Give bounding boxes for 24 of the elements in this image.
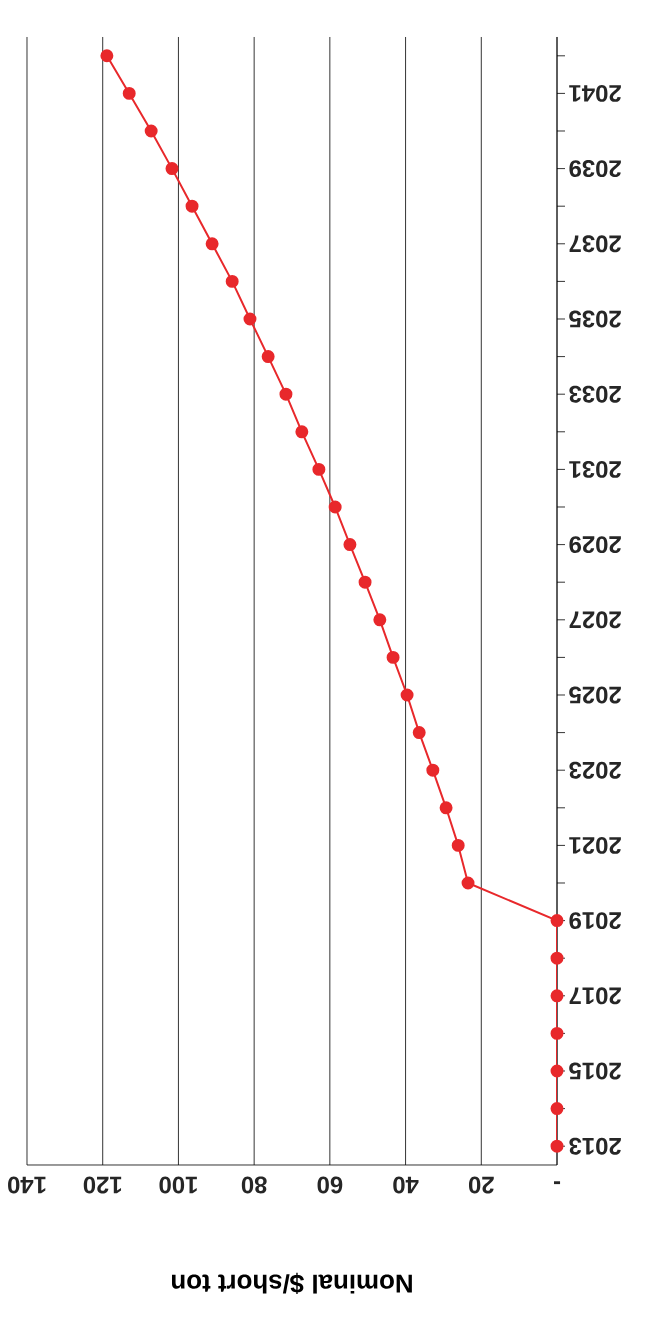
y-tick-label: 2019 (569, 912, 621, 930)
x-tick-label: 20 (468, 1176, 494, 1194)
x-tick-label: 80 (241, 1176, 267, 1194)
y-tick-label: 2041 (569, 84, 621, 102)
y-tick-label: 2023 (569, 761, 621, 779)
x-tick-label: 120 (83, 1176, 122, 1194)
y-tick-label: 2013 (569, 1137, 621, 1155)
x-tick-label: 100 (159, 1176, 197, 1194)
y-tick-label: 2031 (569, 460, 621, 478)
x-axis-title: Nominal $/short ton (172, 1272, 412, 1295)
y-tick-label: 2037 (569, 235, 621, 253)
y-tick-label: 2017 (569, 987, 621, 1005)
x-tick-label: 140 (8, 1176, 46, 1194)
x-tick-label: 40 (393, 1176, 419, 1194)
y-tick-label: 2021 (569, 836, 621, 854)
y-tick-label: 2025 (569, 686, 621, 704)
y-tick-label: 2027 (569, 611, 621, 629)
y-tick-label: 2015 (569, 1062, 621, 1080)
y-tick-label: 2039 (569, 160, 621, 178)
y-tick-label: 2033 (569, 385, 621, 403)
x-tick-label: 60 (317, 1176, 343, 1194)
x-tick-label: - (553, 1181, 561, 1185)
y-tick-label: 2035 (569, 310, 621, 328)
y-tick-label: 2029 (569, 536, 621, 554)
